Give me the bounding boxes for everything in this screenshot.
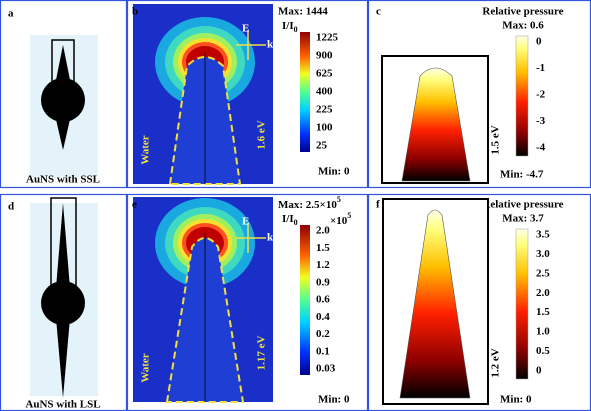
colorbar [515, 35, 529, 157]
pressure-shape [399, 209, 471, 399]
particle-core [41, 281, 85, 325]
energy-label: 1.5 eV [490, 125, 502, 154]
max-label: Max: 2.5×105 [278, 195, 341, 211]
scale-label-main: ×10 [330, 215, 348, 227]
colorbar-tick: 1.5 [536, 306, 550, 318]
scale-label: ×105 [330, 211, 351, 227]
colorbar-tick: -4 [536, 142, 546, 154]
pressure-shape [401, 67, 471, 182]
colorbar-tick: 1225 [316, 32, 339, 44]
field-label: E [242, 216, 249, 228]
min-label: Min: 0 [318, 394, 350, 406]
colorbar-tick: 0 [536, 36, 542, 48]
colorbar-tick: 0.4 [316, 311, 330, 323]
max-label: Max: 3.7 [502, 213, 544, 225]
colorbar-tick: 400 [316, 86, 333, 98]
unit-label-sub: 0 [294, 218, 298, 227]
field-label: E [242, 23, 249, 35]
max-label: Max: 0.6 [502, 20, 544, 32]
unit-label: I/I0 [282, 20, 298, 34]
colorbar-tick: 2.5 [536, 267, 550, 279]
min-label: Min: 0 [318, 166, 350, 178]
colorbar-tick: 0.5 [536, 345, 550, 357]
panel-label: a [8, 8, 14, 20]
colorbar [515, 228, 529, 380]
unit-label-sub: 0 [294, 25, 298, 34]
particle-core [41, 78, 85, 122]
colorbar-tick: 625 [316, 68, 333, 80]
scale-label-sup: 5 [347, 211, 351, 220]
energy-label: 1.17 eV [256, 336, 268, 371]
unit-label: I/I0 [282, 213, 298, 227]
colorbar-tick: 25 [316, 140, 328, 152]
colorbar-tick: 0.6 [316, 294, 330, 306]
spike [56, 318, 70, 398]
colorbar-tick: 0 [536, 365, 542, 377]
unit-label-main: I/I [282, 20, 294, 32]
spike [56, 203, 70, 288]
colorbar-tick: -1 [536, 62, 545, 74]
panel-label: b [132, 6, 138, 18]
colorbar-tick: 225 [316, 104, 333, 116]
spike [55, 115, 71, 150]
colorbar-tick: -3 [536, 115, 546, 127]
spike [55, 45, 71, 85]
unit-label-main: I/I [282, 213, 294, 225]
colorbar-tick: 100 [316, 122, 333, 134]
colorbar-tick: 1.2 [316, 259, 330, 271]
caption: AuNS with LSL [25, 399, 100, 411]
pressure-title: Relative pressure [482, 199, 563, 211]
pressure-title: Relative pressure [482, 6, 563, 18]
colorbar-tick: -2 [536, 89, 546, 101]
panel-label: d [8, 201, 14, 213]
colorbar-tick: 0.9 [316, 276, 330, 288]
zoom-box [51, 39, 75, 86]
colorbar-tick: 900 [316, 50, 333, 62]
colorbar-tick: 3.0 [536, 248, 550, 260]
colorbar-tick: 3.5 [536, 229, 550, 241]
colorbar-tick: 2.0 [536, 287, 550, 299]
zoom-box [50, 197, 77, 289]
panel-label: c [376, 6, 381, 18]
colorbar-tick: 1.0 [536, 326, 550, 338]
colorbar-tick: 0.2 [316, 328, 330, 340]
colorbar-tick: 0.1 [316, 345, 330, 357]
energy-label: 1.6 eV [256, 120, 268, 149]
panel-frame [126, 0, 369, 189]
colorbar-tick: 1.5 [316, 242, 330, 254]
energy-label: 1.2 eV [490, 348, 502, 377]
colorbar [300, 32, 310, 152]
panel-frame [0, 0, 128, 189]
max-label-sup: 5 [337, 195, 341, 204]
max-label-main: Max: 2.5×10 [278, 199, 337, 211]
min-label: Min: 0 [500, 394, 532, 406]
medium-label: Water [140, 135, 152, 164]
max-label: Max: 1444 [278, 6, 328, 18]
wave-label: k [267, 39, 274, 51]
panel-label: e [132, 199, 137, 211]
caption: AuNS with SSL [26, 174, 100, 186]
min-label: Min: -4.7 [500, 169, 544, 181]
panel-label: f [376, 199, 380, 211]
medium-label: Water [140, 353, 152, 382]
colorbar-tick: 2.0 [316, 225, 330, 237]
colorbar-tick: 0.03 [316, 363, 336, 375]
wave-label: k [267, 232, 274, 244]
colorbar [300, 225, 310, 375]
